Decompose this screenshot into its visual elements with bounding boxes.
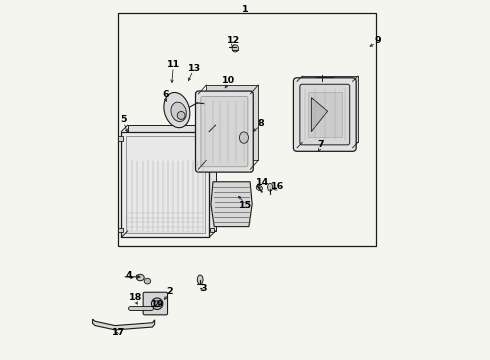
Bar xyxy=(119,228,122,232)
Text: 9: 9 xyxy=(374,36,381,45)
Text: 15: 15 xyxy=(239,201,251,210)
Ellipse shape xyxy=(256,185,263,190)
Polygon shape xyxy=(128,125,216,231)
Text: 19: 19 xyxy=(150,300,164,309)
Text: 13: 13 xyxy=(188,64,200,73)
Bar xyxy=(118,13,376,246)
Polygon shape xyxy=(122,132,209,237)
Ellipse shape xyxy=(177,112,185,120)
Text: 6: 6 xyxy=(162,90,169,99)
Ellipse shape xyxy=(240,132,248,143)
Text: 10: 10 xyxy=(222,76,235,85)
Ellipse shape xyxy=(136,274,144,281)
Circle shape xyxy=(154,301,160,307)
FancyBboxPatch shape xyxy=(196,91,253,172)
Ellipse shape xyxy=(197,275,203,284)
Text: 5: 5 xyxy=(121,115,127,124)
Bar xyxy=(210,136,214,140)
FancyBboxPatch shape xyxy=(294,78,356,151)
Bar xyxy=(125,136,205,233)
Text: 11: 11 xyxy=(168,60,181,69)
Polygon shape xyxy=(311,98,328,132)
Ellipse shape xyxy=(171,102,186,122)
FancyBboxPatch shape xyxy=(300,84,350,145)
Ellipse shape xyxy=(144,278,151,284)
Text: 1: 1 xyxy=(242,5,248,14)
Text: 17: 17 xyxy=(112,328,125,337)
Text: 3: 3 xyxy=(200,284,207,293)
Text: 16: 16 xyxy=(270,182,284,191)
Polygon shape xyxy=(211,182,252,226)
Polygon shape xyxy=(308,92,342,137)
Ellipse shape xyxy=(164,93,190,128)
Polygon shape xyxy=(93,319,155,330)
Bar xyxy=(119,136,122,140)
Text: 4: 4 xyxy=(125,270,132,279)
Ellipse shape xyxy=(232,45,239,52)
Text: 18: 18 xyxy=(129,293,142,302)
Circle shape xyxy=(151,298,163,310)
Text: 8: 8 xyxy=(258,119,265,128)
FancyBboxPatch shape xyxy=(201,96,248,167)
Text: 2: 2 xyxy=(167,287,173,296)
Polygon shape xyxy=(302,76,358,142)
Polygon shape xyxy=(206,85,258,160)
Text: 12: 12 xyxy=(227,36,240,45)
Ellipse shape xyxy=(268,183,272,191)
Bar xyxy=(210,228,214,232)
Text: 7: 7 xyxy=(318,140,324,149)
FancyBboxPatch shape xyxy=(143,292,168,315)
Text: 14: 14 xyxy=(256,178,269,187)
